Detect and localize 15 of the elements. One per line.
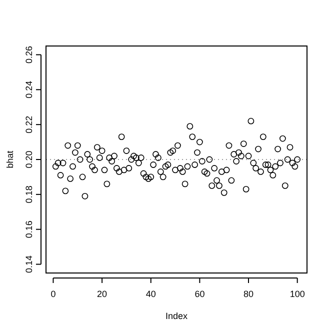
x-axis-title: Index (165, 311, 188, 321)
x-tick-label: 60 (194, 288, 205, 299)
y-tick-label: 0.22 (24, 116, 34, 134)
x-tick-label: 20 (97, 288, 108, 299)
y-tick-label: 0.18 (24, 186, 34, 204)
x-tick-label: 40 (146, 288, 156, 299)
x-tick-label: 0 (50, 288, 56, 299)
y-tick-label: 0.14 (24, 256, 34, 274)
y-tick-label: 0.24 (24, 80, 34, 98)
x-tick-label: 100 (290, 288, 305, 299)
y-tick-label: 0.16 (24, 220, 34, 238)
y-tick-label: 0.20 (24, 150, 34, 168)
x-tick-label: 80 (244, 288, 254, 299)
y-tick-label: 0.26 (24, 46, 34, 64)
y-axis-title: bhat (5, 150, 16, 168)
